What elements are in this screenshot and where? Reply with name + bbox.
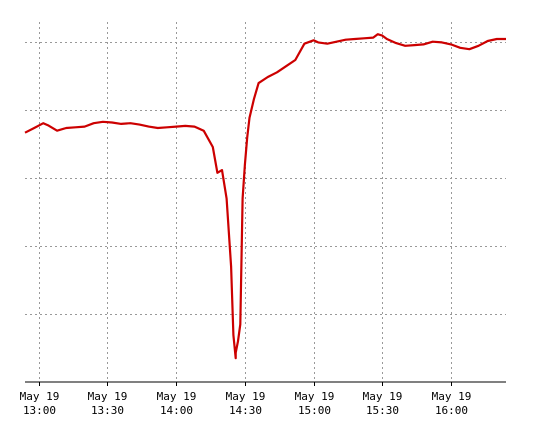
vertical-gridlines (39, 22, 452, 382)
x-tick-time-5: 15:00 (298, 404, 331, 417)
horizontal-gridlines (25, 42, 506, 315)
x-tick-date-4: May 19 (226, 390, 266, 403)
series-line (24, 33, 506, 360)
x-tick-time-6: 15:30 (366, 404, 399, 417)
x-tick-time-3: 14:00 (160, 404, 193, 417)
x-tick-marks (39, 382, 452, 386)
x-tick-date-2: May 19 (88, 390, 128, 403)
x-tick-time-7: 16:00 (435, 404, 468, 417)
x-tick-date-3: May 19 (157, 390, 197, 403)
x-tick-time-2: 13:30 (91, 404, 124, 417)
x-tick-date-1: May 19 (20, 390, 60, 403)
x-tick-date-6: May 19 (363, 390, 403, 403)
x-tick-time-4: 14:30 (229, 404, 262, 417)
x-tick-time-1: 13:00 (23, 404, 56, 417)
x-tick-date-5: May 19 (295, 390, 335, 403)
x-tick-date-7: May 19 (432, 390, 472, 403)
